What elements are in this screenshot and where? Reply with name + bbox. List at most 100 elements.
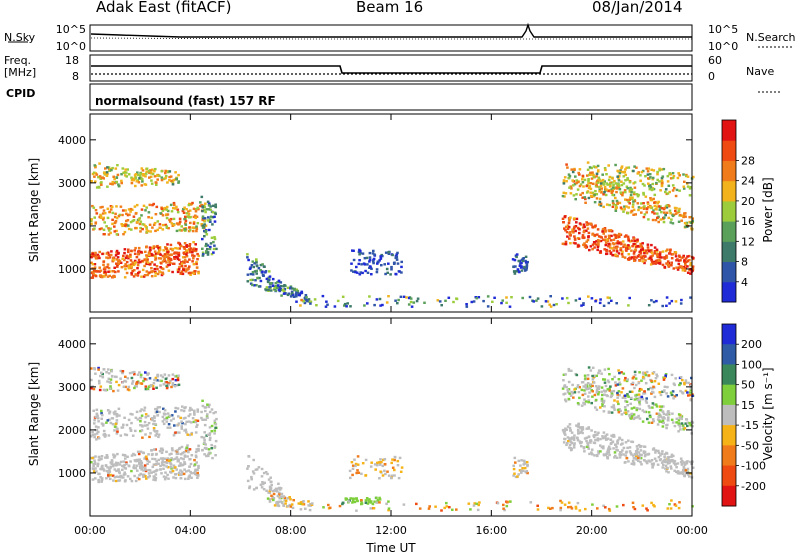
echo-cell [149,432,152,435]
echo-cell [127,173,131,176]
echo-cell [296,289,300,293]
echo-cell [684,267,688,270]
echo-cell [602,401,605,404]
echo-cell [630,412,633,416]
echo-cell [246,479,250,483]
echo-cell [599,184,603,188]
echo-cell [589,383,593,386]
echo-cell [608,389,611,392]
echo-cell [161,272,165,275]
echo-cell [90,180,93,183]
echo-cell [182,211,186,214]
echo-cell [250,475,253,479]
echo-cell [276,504,280,507]
echo-cell [380,264,383,267]
echo-cell [267,288,270,291]
echo-cell [214,212,217,216]
echo-cell [106,216,110,220]
echo-cell [186,251,189,254]
echo-cell [565,163,568,166]
echo-cell [663,385,667,388]
echo-cell [253,262,256,265]
echo-cell [113,177,116,181]
echo-cell [153,221,157,225]
echo-cell [161,223,165,227]
echo-cell [208,410,212,414]
echo-cell [152,422,155,426]
echo-cell [370,267,373,270]
echo-cell [631,382,634,386]
site-title: Adak East (fitACF) [96,0,232,16]
echo-cell [684,215,687,218]
echo-cell [610,390,613,394]
echo-cell [126,213,130,217]
echo-cell [185,420,188,423]
echo-cell [90,271,94,275]
echo-cell [585,191,589,194]
echo-cell [101,413,104,417]
echo-cell [578,173,581,176]
echo-cell [132,215,136,218]
echo-cell [532,300,535,303]
echo-cell [136,267,139,270]
echo-cell [341,295,345,298]
echo-cell [151,452,154,456]
echo-cell [633,186,637,189]
echo-cell [578,168,582,171]
echo-cell [618,371,621,375]
colorbar-segment [722,261,736,283]
echo-cell [363,257,367,260]
echo-cell [91,204,94,208]
echo-cell [383,263,386,266]
echo-cell [571,179,574,182]
echo-cell [197,208,200,211]
echo-cell [677,262,681,266]
echo-cell [105,256,108,259]
echo-cell [159,468,162,471]
echo-cell [138,462,141,465]
echo-cell [575,424,578,427]
echo-cell [606,379,610,382]
echo-cell [93,164,97,167]
echo-cell [636,255,640,258]
echo-cell [100,371,103,374]
echo-cell [613,179,616,183]
echo-cell [505,301,508,304]
echo-cell [646,461,649,464]
echo-cell [109,227,112,230]
freq-left-tick-top: 18 [65,54,79,67]
echo-cell [607,380,611,384]
echo-cell [680,422,684,425]
echo-cell [686,265,689,268]
echo-cell [359,271,362,274]
echo-cell [581,174,585,178]
echo-cell [630,462,634,465]
echo-cell [206,413,209,416]
echo-cell [112,463,116,466]
echo-cell [596,439,600,442]
echo-cell [639,174,642,177]
echo-cell [575,217,579,221]
echo-cell [182,251,186,255]
echo-cell [637,193,640,197]
echo-cell [165,381,168,384]
echo-cell [201,218,204,222]
echo-cell [641,397,645,401]
echo-cell [106,275,110,278]
echo-cell [590,448,594,451]
echo-cell [603,248,606,251]
echo-cell [565,443,568,447]
echo-cell [513,258,517,262]
echo-cell [637,451,641,454]
echo-cell [164,175,168,178]
echo-cell [573,388,576,391]
echo-cell [168,170,172,173]
echo-cell [344,498,348,501]
velocity-xaxis: 00:00 04:00 08:00 12:00 16:00 20:00 00:00 [74,318,708,537]
echo-cell [596,228,600,231]
echo-cell [125,271,129,275]
echo-cell [621,255,625,258]
echo-cell [277,493,281,496]
echo-cell [162,383,166,386]
colorbar-tick-label: 28 [741,154,755,167]
